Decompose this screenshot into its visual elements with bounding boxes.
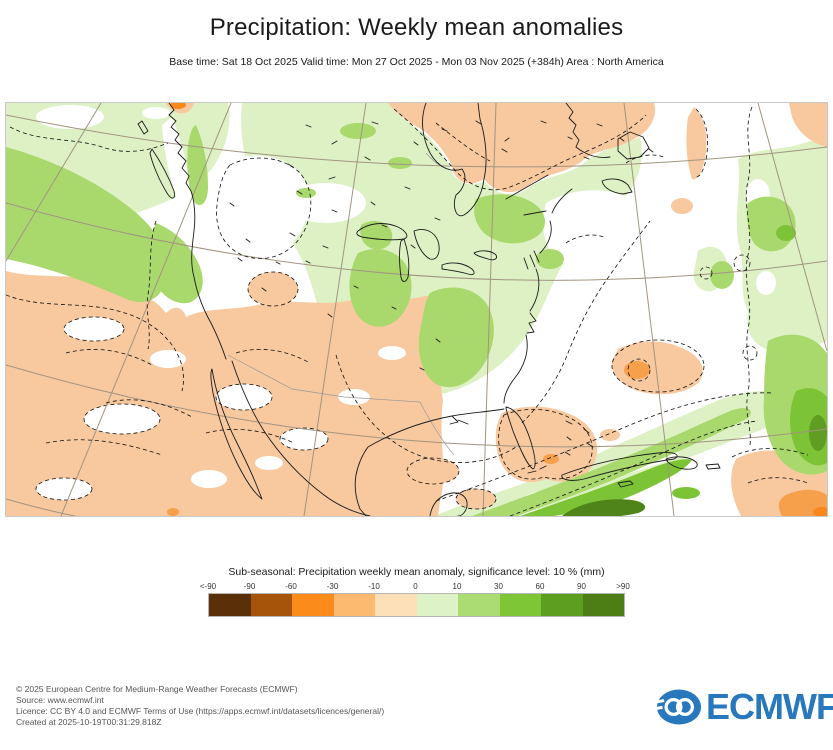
graticule-lines <box>6 103 827 516</box>
legend-tick: 90 <box>577 582 586 591</box>
legend-title: Sub-seasonal: Precipitation weekly mean … <box>228 566 605 578</box>
legend-tick: 30 <box>494 582 503 591</box>
dry-anomaly-strong-regions <box>170 103 827 516</box>
legend-swatch <box>250 594 292 616</box>
legend-tick: -30 <box>326 582 339 591</box>
legend-swatch <box>333 594 375 616</box>
source-line: Source: www.ecmwf.int <box>16 695 104 705</box>
ecmwf-logo-icon <box>656 689 702 725</box>
legend-swatch <box>375 594 417 616</box>
validity-line: Base time: Sat 18 Oct 2025 Valid time: M… <box>169 56 664 68</box>
legend-swatch <box>458 594 500 616</box>
created-line: Created at 2025-10-19T00:31:29.818Z <box>16 717 162 727</box>
legend-colorbar <box>208 593 625 617</box>
legend-swatch <box>292 594 334 616</box>
coastlines <box>137 103 721 516</box>
legend-tick: 0 <box>413 582 418 591</box>
footer-credits: © 2025 European Centre for Medium-Range … <box>16 684 384 728</box>
ecmwf-logo: ECMWF <box>656 686 833 728</box>
legend-tick: 10 <box>452 582 462 591</box>
page-title: Precipitation: Weekly mean anomalies <box>209 14 624 41</box>
legend-tick: -90 <box>243 582 256 591</box>
legend-swatch <box>209 594 251 616</box>
legend-tick: <-90 <box>199 582 217 591</box>
legend-tick: -60 <box>285 582 297 591</box>
legend-swatch <box>499 594 541 616</box>
legend-swatch <box>582 594 624 616</box>
legend-tick-labels: <-90 -90 -60 -30 -10 0 10 30 60 90 >90 <box>200 582 630 592</box>
legend-swatch <box>416 594 458 616</box>
legend-tick: 60 <box>535 582 545 591</box>
significance-contours <box>6 106 809 516</box>
licence-line: Licence: CC BY 4.0 and ECMWF Terms of Us… <box>16 706 385 716</box>
legend-tick: -10 <box>368 582 380 591</box>
ecmwf-logo-text: ECMWF <box>706 686 833 727</box>
wet-anomaly-dark-regions <box>562 415 827 516</box>
copyright-line: © 2025 European Centre for Medium-Range … <box>16 684 298 694</box>
anomaly-map <box>6 103 827 516</box>
legend-tick: >90 <box>616 582 630 591</box>
legend-swatch <box>541 594 583 616</box>
map-frame <box>5 102 828 517</box>
